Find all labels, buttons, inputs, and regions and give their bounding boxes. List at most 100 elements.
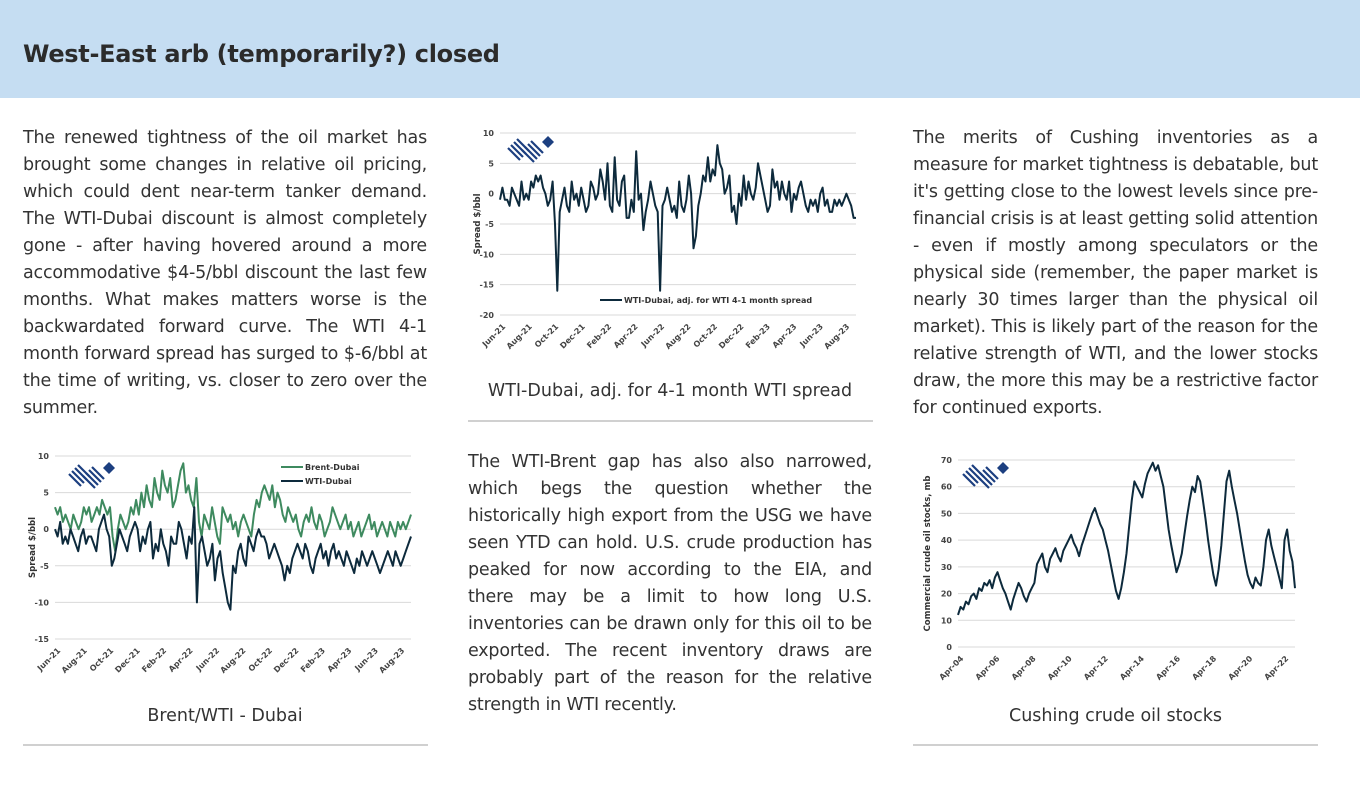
x-tick-label: Jun-21: [35, 646, 63, 674]
y-tick-label: -15: [480, 281, 495, 290]
x-tick-label: Apr-23: [771, 322, 799, 350]
x-tick-label: Feb-22: [140, 646, 168, 674]
x-tick-label: Apr-20: [1226, 654, 1254, 682]
x-tick-label: Aug-21: [505, 322, 534, 351]
y-tick-label: 60: [941, 483, 953, 492]
logo-diamond: [542, 136, 554, 148]
chart3-divider: [913, 744, 1318, 746]
y-tick-label: 40: [941, 536, 953, 545]
logo-stripe: [985, 466, 999, 480]
x-tick-label: Feb-23: [299, 646, 327, 674]
x-tick-label: Jun-23: [352, 646, 379, 673]
y-tick-label: 10: [38, 452, 50, 461]
y-tick-label: -20: [480, 311, 495, 320]
chart2-caption: Brent/WTI - Dubai: [147, 706, 303, 726]
page-title: West-East arb (temporarily?) closed: [23, 40, 500, 68]
x-tick-label: Apr-22: [167, 646, 195, 674]
logo-stripe: [982, 469, 996, 483]
x-tick-label: Apr-12: [1082, 654, 1110, 682]
cushing-stocks-chart: 70 60 50 40 30 20 10 0 Commercial crude oil stoc…: [923, 456, 1296, 682]
y-tick-label: 5: [488, 159, 494, 168]
legend-label: WTI-Dubai, adj. for WTI 4-1 month spread: [624, 296, 812, 305]
y-tick-label: -15: [35, 635, 50, 644]
x-tick-label: Feb-23: [744, 322, 772, 350]
logo-stripe: [68, 473, 82, 487]
logo-stripe: [976, 475, 990, 489]
x-tick-label: Apr-06: [974, 654, 1002, 682]
y-tick-label: 10: [483, 129, 495, 138]
y-tick-label: 70: [941, 456, 953, 465]
left-paragraph: The renewed tightness of the oil market …: [23, 128, 427, 418]
y-tick-label: 10: [941, 616, 953, 625]
logo-icon: [962, 462, 1009, 489]
y-tick-label: -5: [40, 562, 49, 571]
x-tick-label: Apr-14: [1118, 654, 1146, 682]
x-tick-label: Feb-22: [585, 322, 613, 350]
y-tick-label: -10: [35, 598, 50, 607]
page-header: West-East arb (temporarily?) closed: [0, 0, 1360, 98]
logo-stripe: [88, 469, 102, 483]
logo-stripe: [962, 473, 976, 487]
x-tick-label: Oct-22: [692, 322, 719, 349]
logo-diamond: [997, 462, 1009, 474]
chart2-divider: [23, 744, 428, 746]
y-tick-label: 50: [941, 509, 953, 518]
x-tick-label: Oct-21: [88, 646, 116, 674]
x-tick-label: Aug-23: [822, 322, 851, 351]
x-tick-label: Apr-22: [1263, 654, 1291, 682]
x-tick-label: Oct-21: [533, 322, 561, 350]
series-line-wti-dubai-adj-for-wti-4-1-month-spread: [499, 144, 856, 292]
logo-stripe: [521, 149, 535, 163]
x-tick-label: Apr-10: [1046, 654, 1074, 682]
y-tick-label: 0: [946, 643, 952, 652]
logo-stripe: [507, 147, 521, 161]
x-tick-label: Aug-23: [377, 646, 406, 675]
x-tick-label: Aug-22: [219, 646, 248, 675]
y-tick-label: 30: [941, 563, 953, 572]
logo-stripe: [82, 475, 96, 489]
y-tick-label: -5: [485, 220, 494, 229]
series-line-brent-dubai: [54, 462, 412, 553]
x-tick-label: Dec-21: [558, 322, 587, 351]
y-axis-label: Spread $/bbl: [473, 193, 483, 254]
x-tick-label: Dec-21: [113, 646, 142, 675]
x-tick-label: Apr-04: [938, 654, 966, 682]
x-tick-label: Apr-16: [1154, 654, 1182, 682]
chart1-divider: [468, 420, 873, 422]
x-tick-label: Dec-22: [272, 646, 300, 674]
logo-stripe: [965, 470, 979, 484]
logo-stripe: [510, 144, 524, 158]
logo-stripe: [71, 470, 85, 484]
y-tick-label: 0: [43, 525, 49, 534]
x-tick-label: Apr-22: [612, 322, 640, 350]
y-tick-label: -10: [480, 250, 495, 259]
y-axis-label: Spread $/bbl: [28, 517, 38, 578]
logo-icon: [507, 136, 554, 163]
x-tick-label: Oct-22: [247, 646, 274, 673]
x-tick-label: Jun-23: [797, 322, 824, 349]
x-tick-label: Dec-22: [717, 322, 745, 350]
y-tick-label: 5: [43, 489, 49, 498]
x-tick-label: Jun-22: [639, 322, 666, 349]
legend-label: Brent-Dubai: [305, 463, 360, 472]
logo-stripe: [979, 472, 993, 486]
x-tick-label: Aug-22: [664, 322, 693, 351]
x-tick-label: Jun-21: [480, 322, 508, 350]
series-line-wti-dubai: [54, 506, 412, 611]
y-axis-label: Commercial crude oil stocks, mb: [923, 476, 933, 632]
chart3-caption: Cushing crude oil stocks: [1008, 706, 1223, 726]
y-tick-label: 0: [488, 190, 494, 199]
x-tick-label: Aug-21: [60, 646, 89, 675]
logo-icon: [68, 462, 115, 489]
right-paragraph: The merits of Cushing inventories as a m…: [913, 128, 1318, 418]
x-tick-label: Apr-08: [1010, 654, 1038, 682]
x-tick-label: Jun-22: [194, 646, 221, 673]
chart1-caption: WTI-Dubai, adj. for 4-1 month WTI spread: [487, 381, 853, 401]
middle-paragraph: The WTI-Brent gap has also also narrowed…: [468, 452, 872, 715]
logo-stripe: [91, 466, 105, 480]
logo-stripe: [530, 140, 544, 154]
x-tick-label: Apr-18: [1190, 654, 1218, 682]
series-line-cushing-crude-oil-stocks: [957, 461, 1296, 616]
